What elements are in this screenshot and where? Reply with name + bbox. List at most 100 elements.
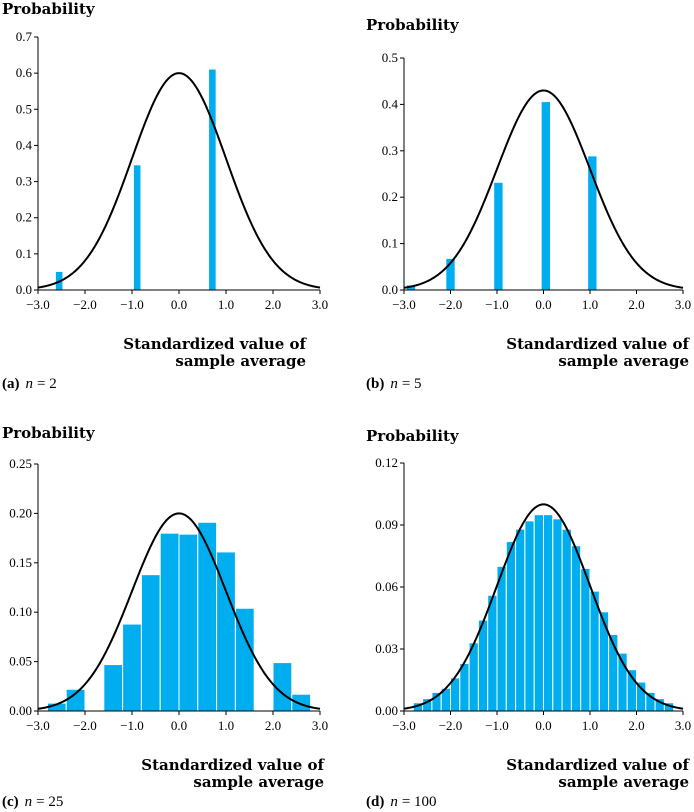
y-tick-label: 0.4	[382, 96, 399, 111]
y-tick-label: 0.00	[375, 703, 398, 718]
bar	[459, 662, 470, 712]
y-tick-label: 0.6	[16, 65, 33, 80]
bar	[588, 156, 597, 290]
x-tick-label: −1.0	[485, 718, 509, 733]
caption-variable: n	[25, 794, 33, 810]
x-tick-label: 2.0	[265, 718, 281, 733]
y-tick-label: 0.15	[9, 555, 32, 570]
bar	[515, 528, 526, 712]
x-axis-label-line-1: Standardized value of	[123, 335, 307, 353]
panel-caption: (a) n = 2	[2, 376, 57, 392]
x-tick-label: −2.0	[439, 297, 463, 312]
x-tick-label: −3.0	[392, 718, 416, 733]
y-tick-label: 0.20	[9, 505, 32, 520]
caption-equation: = 2	[37, 376, 57, 392]
y-tick-label: 0.1	[16, 246, 32, 261]
caption-equation: = 25	[36, 794, 63, 810]
bar	[406, 285, 416, 290]
bar	[197, 521, 218, 712]
x-tick-label: −3.0	[392, 297, 416, 312]
y-axis-label: Probability	[2, 0, 96, 18]
bar	[541, 102, 551, 290]
y-tick-label: 0.7	[16, 29, 33, 44]
x-tick-label: −1.0	[120, 718, 144, 733]
x-tick-label: 3.0	[675, 718, 691, 733]
y-axis-label: Probability	[2, 424, 96, 442]
y-tick-label: 0.12	[375, 455, 398, 470]
caption-letter: (d)	[366, 794, 384, 810]
x-tick-label: 2.0	[628, 718, 644, 733]
x-axis-label-line-1: Standardized value of	[141, 756, 325, 774]
y-tick-label: 0.5	[16, 101, 32, 116]
y-tick-label: 0.2	[16, 210, 32, 225]
bar	[524, 520, 535, 712]
bar	[178, 533, 199, 712]
x-tick-label: −3.0	[26, 718, 50, 733]
bar	[570, 545, 582, 712]
x-axis-label-line-1: Standardized value of	[506, 335, 690, 353]
y-tick-label: 0.1	[382, 236, 398, 251]
x-tick-label: 1.0	[582, 297, 598, 312]
y-axis-label: Probability	[366, 16, 460, 34]
bar	[494, 182, 503, 290]
x-tick-label: 2.0	[628, 297, 644, 312]
normal-curve	[37, 72, 321, 289]
bar	[291, 693, 312, 712]
bar	[122, 623, 142, 712]
y-tick-label: 0.00	[9, 703, 32, 718]
bar	[103, 664, 124, 712]
chart-panel-b: 0.0 0.1 0.2 0.3 0.4 0.5 −3.0 −2.0 −1.0 0.0 1.0 2.0 3…	[366, 16, 691, 392]
bar	[543, 514, 554, 712]
bar	[580, 567, 591, 712]
x-tick-label: −2.0	[439, 718, 463, 733]
x-tick-label: 3.0	[675, 297, 691, 312]
y-tick-label: 0.09	[375, 517, 398, 532]
x-tick-label: −1.0	[485, 297, 509, 312]
y-tick-label: 0.5	[382, 50, 398, 65]
x-tick-label: 3.0	[312, 718, 328, 733]
y-tick-label: 0.05	[9, 654, 32, 669]
panel-caption: (d) n = 100	[366, 794, 437, 810]
x-tick-label: 2.0	[265, 297, 281, 312]
bar	[446, 258, 455, 290]
bar	[159, 532, 180, 712]
y-tick-label: 0.4	[16, 137, 33, 152]
bar	[496, 565, 507, 712]
y-tick-label: 0.10	[9, 604, 32, 619]
caption-letter: (a)	[2, 376, 20, 392]
x-tick-label: 1.0	[218, 297, 234, 312]
caption-letter: (b)	[366, 376, 384, 392]
x-tick-label: 0.0	[171, 297, 187, 312]
y-tick-label: 0.3	[382, 143, 398, 158]
chart-panel-a: 0.0 0.1 0.2 0.3 0.4 0.5 0.6 0.7 −3.0 −2.0 −1.0 0.0 1…	[2, 0, 328, 392]
x-tick-label: 3.0	[312, 297, 328, 312]
caption-equation: = 100	[402, 794, 437, 810]
x-axis-label-line-1: Standardized value of	[506, 756, 690, 774]
y-axis-label: Probability	[366, 427, 460, 445]
y-tick-label: 0.0	[382, 282, 398, 297]
panel-caption: (c) n = 25	[2, 794, 63, 810]
x-axis-label-line-2: sample average	[175, 352, 306, 370]
bar	[209, 69, 216, 291]
x-axis-label-line-2: sample average	[558, 773, 689, 791]
bar	[636, 681, 647, 712]
caption-variable: n	[390, 376, 398, 392]
x-axis-label-line-2: sample average	[193, 773, 324, 791]
x-tick-label: 1.0	[582, 718, 598, 733]
bar	[552, 518, 563, 712]
bar	[468, 642, 479, 712]
y-tick-label: 0.25	[9, 456, 32, 471]
x-tick-label: −2.0	[73, 718, 97, 733]
bar	[477, 619, 489, 712]
panel-caption: (b) n = 5	[366, 376, 422, 392]
caption-variable: n	[26, 376, 34, 392]
caption-variable: n	[390, 794, 398, 810]
caption-letter: (c)	[2, 794, 19, 810]
x-tick-label: 1.0	[218, 718, 234, 733]
bar	[505, 541, 517, 712]
y-tick-label: 0.2	[382, 189, 398, 204]
bar	[140, 574, 161, 712]
chart-panel-c: 0.00 0.05 0.10 0.15 0.20 0.25 −3.0 −2.0 −1.0 0.0 1…	[2, 424, 328, 810]
bar	[133, 165, 141, 290]
